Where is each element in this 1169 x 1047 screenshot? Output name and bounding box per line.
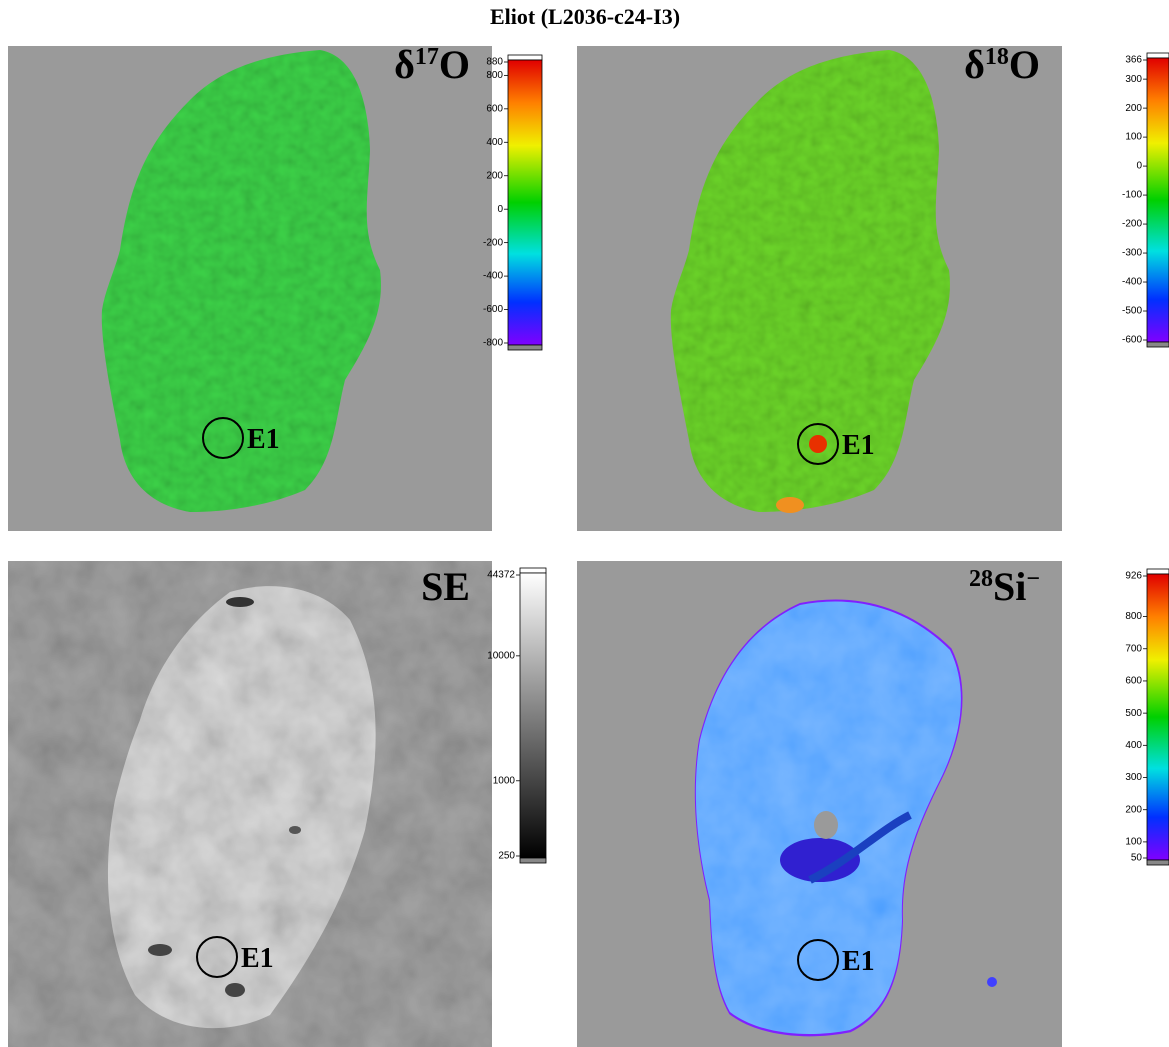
label-pre: δ [964, 42, 985, 87]
image-d18o [577, 46, 1062, 531]
colorbar-tick-label: 600 [1125, 676, 1142, 687]
panel: SE E1 44372 10000 1000 250 [196, 564, 547, 978]
panel: δ17O E1 880 800 600 400 200 0 -200 -400 -600 -800 [202, 42, 543, 459]
marker-circle [797, 423, 839, 465]
label-post-sup: − [1026, 566, 1040, 592]
colorbar-tick-label: 400 [486, 137, 503, 148]
marker-label: E1 [842, 946, 875, 977]
colorbar-tick-label: 50 [1131, 853, 1143, 864]
colorbar-tick-label: -500 [1122, 306, 1142, 317]
image-se [8, 561, 492, 1047]
colorbar-tick-label: 500 [1125, 708, 1142, 719]
colorbar-tick-label: 800 [486, 70, 503, 81]
colorbar-tick-label: 300 [1125, 74, 1142, 85]
panel-label: δ18O [964, 42, 1040, 87]
label-main: O [439, 42, 470, 87]
colorbar-tick-label: 0 [1136, 161, 1142, 172]
marker-label: E1 [247, 424, 280, 455]
label-pre: δ [394, 42, 415, 87]
colorbar-tick-label: 880 [486, 57, 503, 68]
colorbar [1146, 573, 1169, 861]
colorbar-tick-label: 800 [1125, 611, 1142, 622]
marker-label: E1 [842, 430, 875, 461]
colorbar-cap-bottom [1146, 341, 1169, 348]
colorbar-cap-top [1146, 568, 1169, 575]
colorbar [1146, 57, 1169, 343]
image-d17o [8, 46, 492, 531]
marker-circle [797, 939, 839, 981]
colorbar-tick-label: 200 [1125, 103, 1142, 114]
panel-label: δ17O [394, 42, 470, 87]
colorbar-tick-label: 0 [497, 204, 503, 215]
panel-label: SE [421, 564, 470, 609]
colorbar-tick-label: -600 [483, 304, 503, 315]
colorbar-tick-label: -300 [1122, 248, 1142, 259]
colorbar-tick-label: -200 [483, 237, 503, 248]
colorbar-tick-label: 44372 [487, 570, 515, 581]
label-pre-sup: 28 [969, 566, 993, 592]
colorbar-tick-label: 100 [1125, 132, 1142, 143]
colorbar-tick-label: 300 [1125, 772, 1142, 783]
marker-label: E1 [241, 943, 274, 974]
panel: 28Si− E1 926 800 700 600 500 400 300 200 100 50 [797, 564, 1169, 981]
colorbar [507, 59, 543, 346]
colorbar-tick-label: -200 [1122, 219, 1142, 230]
image-si [577, 561, 1062, 1047]
colorbar-tick-label: 600 [486, 103, 503, 114]
colorbar-tick-label: 200 [1125, 804, 1142, 815]
colorbar-cap-top [519, 567, 547, 574]
colorbar [519, 572, 547, 859]
colorbar-tick-label: 200 [486, 170, 503, 181]
label-main: Si [993, 564, 1026, 609]
colorbar-cap-bottom [507, 344, 543, 351]
colorbar-cap-bottom [1146, 859, 1169, 866]
label-pre-sup: 17 [415, 44, 439, 70]
panel: δ18O E1 366 300 200 100 0 -100 -200 -300 -400 -500 -… [797, 42, 1169, 465]
colorbar-cap-top [1146, 52, 1169, 59]
colorbar-tick-label: 1000 [493, 775, 516, 786]
figure-title: Eliot (L2036-c24-I3) [490, 4, 680, 29]
colorbar-tick-label: 366 [1125, 55, 1142, 66]
colorbar-tick-label: 700 [1125, 643, 1142, 654]
colorbar-cap-top [507, 54, 543, 61]
panel-label: 28Si− [969, 564, 1040, 609]
marker-circle [202, 417, 244, 459]
colorbar-tick-label: -600 [1122, 335, 1142, 346]
colorbar-tick-label: -800 [483, 338, 503, 349]
colorbar-tick-label: -400 [483, 271, 503, 282]
colorbar-tick-label: -100 [1122, 190, 1142, 201]
colorbar-tick-label: 250 [498, 851, 515, 862]
colorbar-tick-label: 926 [1125, 571, 1142, 582]
label-pre-sup: 18 [985, 44, 1009, 70]
label-main: O [1009, 42, 1040, 87]
marker-circle [196, 936, 238, 978]
colorbar-tick-label: 100 [1125, 837, 1142, 848]
label-main: SE [421, 564, 470, 609]
colorbar-cap-bottom [519, 857, 547, 864]
colorbar-tick-label: -400 [1122, 277, 1142, 288]
colorbar-tick-label: 400 [1125, 740, 1142, 751]
colorbar-tick-label: 10000 [487, 650, 515, 661]
